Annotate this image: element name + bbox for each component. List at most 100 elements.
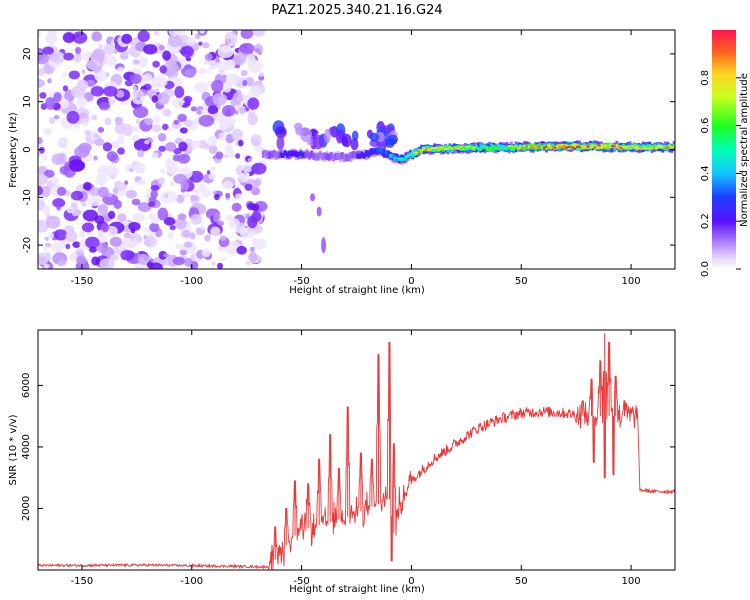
noise-blob xyxy=(124,180,129,185)
noise-blob xyxy=(53,229,68,241)
noise-blob xyxy=(248,60,263,73)
ridge-cell xyxy=(395,157,399,161)
ridge-cell xyxy=(376,147,379,153)
noise-blob xyxy=(225,73,240,85)
spectrogram-noise-region xyxy=(38,30,268,269)
ridge-cell xyxy=(668,144,672,149)
noise-blob xyxy=(113,199,123,210)
noise-blob xyxy=(96,241,109,254)
noise-blob xyxy=(132,125,141,132)
ridge-cell xyxy=(446,147,450,153)
colorbar-ticks: 0.0 0.2 0.4 0.6 0.8 xyxy=(700,70,741,277)
ridge-cell xyxy=(450,147,454,150)
ridge-cell xyxy=(525,145,529,148)
ridge-cell xyxy=(360,152,364,158)
noise-blob xyxy=(245,261,251,266)
snr-y-ticks: 2000 4000 6000 xyxy=(21,373,675,521)
noise-blob xyxy=(38,31,42,37)
ridge-cell xyxy=(510,144,513,147)
ridge-cell xyxy=(270,150,274,158)
noise-blob xyxy=(137,92,141,97)
noise-blob xyxy=(149,222,160,233)
spectrogram-x-ticks: -150 -100 -50 0 50 100 xyxy=(71,30,641,287)
noise-blob xyxy=(247,215,258,229)
ridge-cell xyxy=(597,144,601,147)
noise-blob xyxy=(62,32,75,43)
ridge-cell xyxy=(512,145,516,148)
noise-blob xyxy=(58,98,70,109)
noise-blob xyxy=(239,42,255,54)
noise-blob xyxy=(175,243,181,250)
ridge-cell xyxy=(514,145,518,153)
x-tick-label: -50 xyxy=(293,276,309,287)
noise-blob xyxy=(69,252,79,262)
noise-blob xyxy=(167,232,174,239)
ridge-cell xyxy=(545,145,548,148)
noise-blob xyxy=(184,68,196,79)
noise-blob xyxy=(157,132,167,142)
noise-blob xyxy=(110,228,117,235)
noise-blob xyxy=(248,251,258,263)
noise-blob xyxy=(154,31,160,36)
noise-blob xyxy=(72,241,81,248)
noise-blob xyxy=(198,41,203,46)
ridge-cell xyxy=(446,147,450,150)
spectrogram-y-label: Frequency (Hz) xyxy=(8,112,19,188)
noise-blob xyxy=(112,187,119,195)
ridge-cell xyxy=(633,144,636,147)
noise-blob xyxy=(189,232,196,240)
ridge-cell xyxy=(305,150,309,158)
noise-blob xyxy=(38,136,43,145)
ridge-cell xyxy=(608,143,612,148)
ridge-cell xyxy=(604,146,608,149)
ridge-cell xyxy=(496,146,500,151)
noise-blob xyxy=(123,232,131,239)
ridge-cell xyxy=(558,145,562,148)
ridge-cell xyxy=(441,147,445,150)
noise-blob xyxy=(172,256,185,266)
noise-blob xyxy=(158,145,167,152)
noise-blob xyxy=(57,259,67,266)
noise-blob xyxy=(108,210,116,220)
ridge-cell xyxy=(492,146,496,152)
snr-frame xyxy=(37,329,676,571)
noise-blob xyxy=(151,215,160,225)
ridge-cell xyxy=(501,146,505,152)
noise-blob xyxy=(63,52,74,61)
noise-blob xyxy=(226,150,236,159)
noise-blob xyxy=(183,119,193,128)
ridge-cell xyxy=(463,148,467,151)
noise-blob xyxy=(163,253,170,258)
noise-blob xyxy=(94,137,105,147)
ridge-cell xyxy=(266,151,270,159)
ridge-cell xyxy=(384,150,388,156)
ridge-cell xyxy=(299,150,302,156)
ridge-cell xyxy=(446,145,450,149)
noise-blob xyxy=(73,53,83,63)
ridge-cell xyxy=(345,153,349,161)
noise-blob xyxy=(90,130,99,141)
ridge-cell xyxy=(457,147,461,150)
noise-blob xyxy=(222,180,234,190)
ridge-cell xyxy=(433,147,436,150)
ridge-cell xyxy=(466,147,469,151)
noise-blob xyxy=(183,95,193,103)
ridge-cell xyxy=(481,144,485,149)
ridge-cell xyxy=(417,150,421,153)
noise-blob xyxy=(196,110,202,115)
ridge-cell xyxy=(604,144,608,148)
ridge-cell xyxy=(635,146,639,151)
noise-blob xyxy=(121,33,133,44)
noise-blob xyxy=(212,213,221,223)
noise-blob xyxy=(115,89,125,98)
noise-blob xyxy=(221,104,236,117)
noise-blob xyxy=(217,220,225,227)
noise-blob xyxy=(151,95,159,103)
ridge-cell xyxy=(507,145,511,148)
noise-blob xyxy=(61,72,68,78)
noise-blob xyxy=(150,184,160,192)
ridge-cell xyxy=(422,147,425,150)
ridge-cell xyxy=(351,151,355,159)
ridge-cell xyxy=(316,153,320,161)
noise-blob xyxy=(238,139,244,147)
